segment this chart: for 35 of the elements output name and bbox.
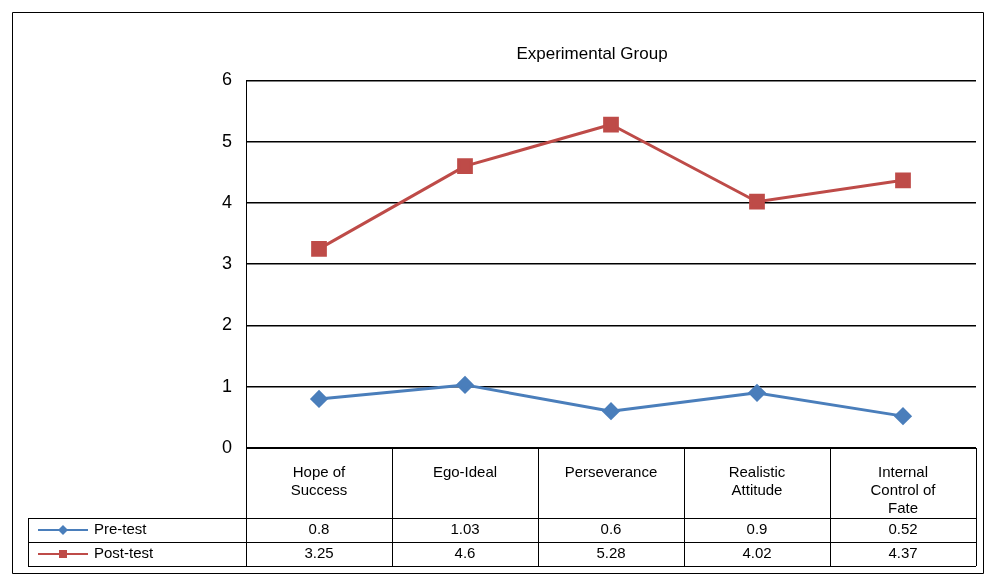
point: [457, 158, 473, 175]
chart-title: Experimental Group: [516, 43, 668, 63]
y-tick-label: 6: [222, 69, 233, 90]
point: [602, 402, 620, 420]
data-label: 1.03: [450, 520, 480, 538]
point: [894, 407, 912, 425]
legend-label: Post-test: [94, 544, 155, 562]
x-tick-label: Ego-Ideal: [432, 463, 498, 481]
point: [311, 241, 327, 257]
legend-label: Pre-test: [94, 520, 148, 538]
x-tick-label: Realistic Attitude: [728, 463, 786, 499]
y-tick-label: 3: [222, 253, 233, 274]
y-tick-label: 1: [222, 375, 233, 396]
point: [748, 384, 766, 402]
data-label: 0.8: [308, 520, 330, 538]
data-label: 0.6: [600, 520, 622, 538]
data-label: 3.25: [304, 544, 334, 562]
point: [895, 172, 911, 189]
y-tick-label: 2: [222, 314, 233, 335]
y-tick-label: 0: [222, 436, 233, 457]
point: [749, 193, 765, 210]
y-tick-label: 4: [222, 191, 233, 212]
point: [456, 376, 474, 394]
x-tick-label: Internal Control of Fate: [870, 463, 937, 517]
data-label: 4.02: [742, 544, 772, 562]
x-tick-label: Hope of Success: [290, 463, 348, 499]
data-label: 0.9: [746, 520, 768, 538]
point: [603, 116, 619, 133]
data-label: 4.6: [454, 544, 476, 562]
y-tick-label: 5: [222, 130, 233, 151]
data-label: 4.37: [888, 544, 918, 562]
point: [310, 390, 328, 408]
x-tick-label: Perseverance: [564, 463, 658, 481]
data-label: 0.52: [888, 520, 918, 538]
data-label: 5.28: [596, 544, 626, 562]
